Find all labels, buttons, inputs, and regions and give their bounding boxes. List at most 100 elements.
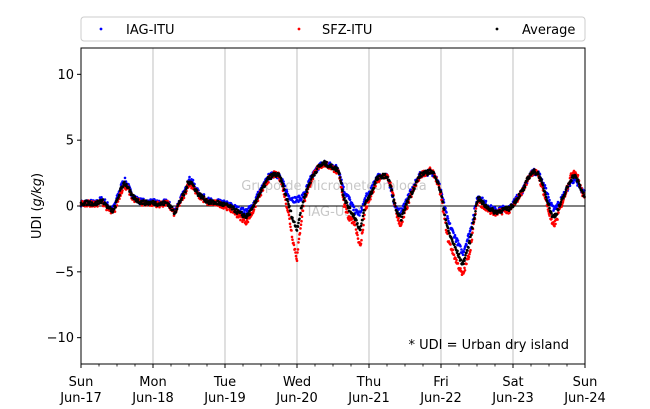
- data-point: [406, 200, 410, 204]
- data-point: [470, 238, 474, 242]
- data-point: [309, 178, 313, 181]
- data-point: [409, 195, 412, 199]
- data-point: [557, 208, 560, 211]
- data-point: [389, 185, 393, 188]
- data-point: [374, 181, 377, 185]
- data-point: [356, 237, 360, 240]
- legend-label-average: Average: [522, 23, 575, 38]
- data-point: [158, 205, 161, 209]
- x-tick-date: Jun-19: [203, 391, 246, 406]
- data-point: [383, 172, 387, 176]
- data-point: [469, 248, 472, 252]
- data-point: [121, 185, 125, 188]
- legend: IAG-ITU SFZ-ITU Average: [80, 16, 586, 42]
- data-point: [406, 206, 409, 210]
- data-point: [125, 182, 128, 186]
- data-point: [237, 205, 240, 209]
- data-point: [473, 216, 476, 220]
- data-point: [279, 176, 283, 180]
- data-point: [578, 183, 582, 187]
- data-point: [397, 217, 400, 220]
- data-points: [79, 159, 586, 277]
- legend-box: [80, 16, 586, 42]
- data-point: [225, 208, 229, 212]
- data-point: [468, 252, 471, 256]
- data-point: [352, 208, 355, 212]
- data-point: [364, 201, 367, 205]
- data-point: [142, 199, 145, 202]
- data-point: [281, 182, 285, 186]
- data-point: [105, 208, 108, 212]
- data-point: [291, 238, 294, 241]
- data-point: [554, 222, 557, 226]
- data-point: [362, 223, 365, 227]
- data-point: [348, 206, 352, 210]
- y-axis-title-close: ): [30, 173, 45, 178]
- data-point: [358, 214, 361, 217]
- data-point: [287, 202, 290, 206]
- x-axis: SunJun-17MonJun-18TueJun-19WedJun-20ThuJ…: [59, 364, 606, 406]
- data-point: [295, 259, 299, 263]
- data-point: [248, 213, 252, 216]
- data-point: [337, 169, 340, 173]
- data-point: [533, 168, 536, 171]
- data-point: [106, 201, 109, 204]
- x-tick-date: Jun-23: [491, 391, 534, 406]
- data-point: [209, 198, 212, 202]
- data-point: [544, 193, 547, 196]
- data-point: [363, 197, 367, 200]
- data-point: [295, 198, 299, 202]
- data-point: [465, 251, 468, 255]
- y-tick-label: −10: [47, 331, 74, 346]
- data-point: [553, 224, 556, 228]
- data-point: [452, 231, 455, 235]
- data-point: [232, 205, 235, 208]
- data-point: [405, 203, 408, 206]
- data-point: [286, 200, 290, 203]
- data-point: [230, 208, 234, 211]
- data-point: [325, 160, 328, 164]
- data-point: [148, 203, 152, 206]
- data-point: [359, 228, 362, 232]
- data-point: [556, 218, 559, 221]
- data-point: [289, 209, 293, 213]
- data-point: [400, 222, 403, 226]
- data-point: [572, 181, 575, 184]
- data-point: [540, 178, 543, 182]
- data-point: [486, 205, 490, 209]
- data-point: [463, 266, 466, 270]
- data-point: [426, 169, 430, 172]
- data-point: [250, 207, 254, 211]
- data-point: [460, 248, 463, 251]
- data-point: [445, 211, 448, 214]
- data-point: [576, 173, 580, 177]
- data-point: [544, 186, 548, 190]
- data-point: [359, 224, 363, 228]
- data-point: [294, 254, 298, 258]
- data-point: [413, 187, 416, 190]
- data-point: [259, 191, 262, 194]
- x-tick-weekday: Fri: [433, 375, 449, 390]
- data-point: [352, 205, 356, 209]
- data-point: [293, 247, 297, 251]
- data-point: [361, 230, 364, 234]
- data-point: [523, 185, 527, 189]
- data-point: [288, 222, 292, 226]
- data-point: [352, 214, 356, 217]
- data-point: [474, 207, 478, 210]
- data-point: [346, 204, 349, 207]
- data-point: [522, 188, 526, 192]
- data-point: [556, 200, 560, 204]
- data-point: [123, 176, 127, 180]
- data-point: [462, 262, 465, 266]
- data-point: [343, 196, 346, 200]
- y-axis-title: UDI (g/kg): [30, 173, 45, 239]
- data-point: [451, 248, 455, 252]
- data-point: [360, 222, 363, 225]
- data-point: [471, 226, 474, 230]
- series-average: [79, 159, 586, 266]
- data-point: [382, 176, 385, 180]
- data-point: [364, 194, 368, 198]
- data-point: [391, 194, 395, 197]
